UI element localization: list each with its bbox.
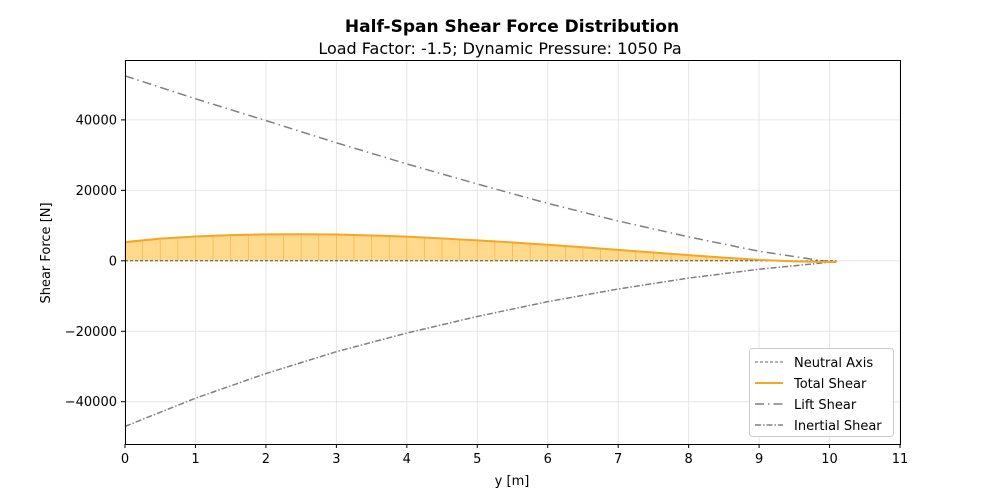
total-shear-fill bbox=[125, 234, 837, 263]
x-tick-label: 8 bbox=[684, 452, 692, 467]
plot-area bbox=[124, 75, 837, 428]
x-tick-label: 0 bbox=[121, 452, 129, 467]
x-tick-label: 5 bbox=[473, 452, 481, 467]
x-tick-label: 3 bbox=[332, 452, 340, 467]
x-tick-label: 11 bbox=[892, 452, 909, 467]
y-tick-label: 0 bbox=[109, 254, 117, 269]
y-tick-label: 20000 bbox=[76, 184, 117, 199]
x-tick-label: 4 bbox=[403, 452, 411, 467]
legend-entry: Lift Shear bbox=[794, 398, 857, 413]
y-axis-label: Shear Force [N] bbox=[39, 202, 54, 303]
legend-entry: Inertial Shear bbox=[794, 419, 882, 434]
chart-subtitle: Load Factor: -1.5; Dynamic Pressure: 105… bbox=[318, 39, 681, 58]
chart-title: Half-Span Shear Force Distribution bbox=[345, 17, 679, 37]
y-tick-label: −20000 bbox=[65, 325, 117, 340]
legend-entry: Neutral Axis bbox=[794, 356, 873, 371]
series-lift-shear bbox=[124, 75, 837, 263]
x-tick-label: 7 bbox=[614, 452, 622, 467]
x-tick-label: 10 bbox=[821, 452, 838, 467]
legend-entry: Total Shear bbox=[793, 377, 867, 392]
y-tick-label: −40000 bbox=[65, 395, 117, 410]
x-tick-label: 1 bbox=[191, 452, 199, 467]
x-tick-label: 9 bbox=[755, 452, 763, 467]
axis-ticks: 0 1 2 3 4 5 6 7 8 9 10 11 −40000 −20000 0 20000 40000 bbox=[65, 113, 909, 467]
y-tick-label: 40000 bbox=[76, 113, 117, 128]
x-tick-label: 2 bbox=[262, 452, 270, 467]
plot-frame bbox=[125, 60, 901, 445]
x-axis-label: y [m] bbox=[495, 474, 530, 489]
series-total-shear bbox=[124, 233, 837, 264]
series-inertial-shear bbox=[124, 261, 837, 428]
x-tick-label: 6 bbox=[544, 452, 552, 467]
legend-box bbox=[749, 348, 894, 437]
legend: Neutral Axis Total Shear Lift Shear Inertia… bbox=[749, 348, 894, 437]
